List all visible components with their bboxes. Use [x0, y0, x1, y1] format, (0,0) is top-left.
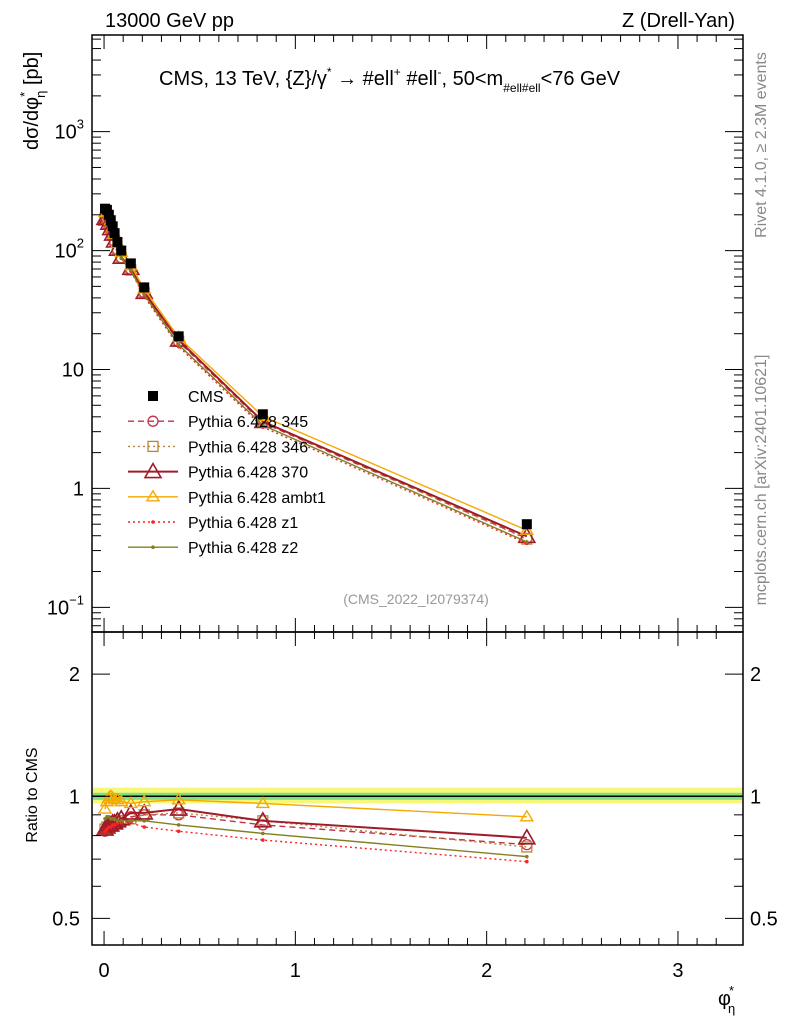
ratio-tick-label-left: 1 [69, 786, 80, 808]
legend-marker [147, 415, 159, 427]
header-left: 13000 GeV pp [105, 10, 234, 32]
ratio-tick-label-left: 0.5 [52, 908, 80, 930]
plot-title: CMS, 13 TeV, {Z}/γ* → #ell+ #ell-, 50<m#… [159, 65, 621, 95]
ratio-point-3 [110, 792, 125, 805]
ratio-tick-label-right: 2 [750, 664, 761, 686]
y-tick-label: 10 [62, 359, 84, 381]
legend-label: Pythia 6.428 370 [188, 465, 308, 482]
ratio-point-5 [112, 816, 117, 821]
legend-label: Pythia 6.428 346 [188, 439, 308, 456]
ratio-point-5 [525, 854, 529, 859]
y-tick-label: 103 [55, 117, 84, 144]
data-point [139, 282, 150, 293]
ratio-point-4 [176, 829, 181, 834]
series-point-5 [525, 540, 529, 544]
ratio-point-5 [129, 819, 133, 823]
ratio-point-2 [134, 803, 154, 820]
legend-marker [151, 520, 155, 524]
ratio-point-5 [115, 819, 120, 823]
ratio-point-1 [173, 807, 185, 819]
series-point-5 [176, 342, 181, 347]
ratio-point-5 [142, 819, 147, 823]
x-tick-label: 0 [98, 960, 109, 982]
ratio-point-5 [176, 823, 181, 827]
ratio-tick-label-right: 0.5 [750, 908, 778, 930]
mcplots-label: mcplots.cern.ch [arXiv:2401.10621] [753, 355, 770, 606]
ratio-y-axis-label: Ratio to CMS [24, 747, 41, 842]
series-point-5 [261, 423, 265, 427]
series-point-3 [519, 522, 535, 535]
legend-label: Pythia 6.428 z1 [188, 515, 298, 532]
data-point [107, 221, 118, 232]
ratio-point-3 [97, 801, 113, 814]
ratio-tick-label-left: 2 [69, 664, 80, 686]
ratio-frame [91, 631, 744, 946]
series-point-5 [129, 268, 133, 273]
ratio-point-4 [261, 838, 265, 842]
analysis-watermark: (CMS_2022_I2079374) [343, 591, 489, 607]
y-tick-label: 10−1 [47, 592, 84, 619]
data-point [125, 258, 136, 269]
data-point [257, 409, 268, 420]
data-point [116, 245, 127, 256]
legend-label: Pythia 6.428 345 [188, 414, 308, 431]
ratio-point-3 [171, 792, 186, 805]
data-point [109, 228, 120, 239]
y-tick-label: 1 [73, 478, 84, 500]
ratio-point-3 [136, 794, 152, 807]
ratio-point-4 [112, 823, 117, 827]
ratio-point-1 [521, 841, 533, 853]
ratio-point-5 [261, 831, 265, 836]
series-point-5 [119, 255, 124, 260]
y-tick-label: 102 [55, 236, 84, 263]
ratio-point-3 [255, 796, 271, 809]
x-tick-label: 2 [481, 960, 492, 982]
ratio-line-5 [104, 816, 527, 858]
legend-label: CMS [188, 389, 224, 406]
legend: CMS Pythia 6.428 345 Pythia 6.428 346 Pythi… [128, 389, 326, 557]
ratio-point-5 [119, 819, 124, 823]
legend-marker [151, 545, 155, 549]
rivet-label: Rivet 4.1.0, ≥ 2.3M events [753, 52, 770, 238]
series-line-3 [104, 210, 528, 531]
ratio-point-3 [123, 796, 139, 809]
ratio-point-2 [121, 803, 141, 820]
x-tick-label: 3 [672, 960, 683, 982]
ratio-point-2 [169, 799, 189, 816]
legend-marker [145, 489, 161, 502]
legend-marker [143, 461, 163, 479]
y-axis-label: dσ/dφ*η [pb] [17, 52, 48, 150]
data-point [173, 331, 184, 342]
ratio-point-2 [517, 828, 537, 845]
ratio-line-4 [104, 822, 527, 863]
legend-marker-cms [148, 391, 158, 401]
ratio-line-1 [104, 812, 527, 848]
legend-label: Pythia 6.428 z2 [188, 540, 298, 557]
legend-marker [147, 440, 159, 453]
legend-label: Pythia 6.428 ambt1 [188, 490, 326, 507]
x-tick-label: 1 [290, 960, 301, 982]
data-point [521, 519, 532, 530]
x-axis-label: φ* η [718, 983, 735, 1016]
ratio-tick-label-right: 1 [750, 786, 761, 808]
ratio-point-2 [253, 811, 273, 828]
series-line-2 [104, 217, 528, 538]
header-right: Z (Drell-Yan) [622, 10, 735, 32]
data-point [105, 215, 116, 226]
data-point [112, 237, 123, 248]
ratio-point-3 [114, 794, 129, 807]
ratio-point-4 [142, 825, 147, 829]
ratio-point-2 [111, 809, 131, 826]
series-point-5 [142, 292, 147, 297]
ratio-point-4 [525, 859, 529, 864]
data-point [103, 209, 114, 220]
ratio-point-3 [519, 809, 535, 822]
ratio-line-0 [104, 814, 527, 846]
